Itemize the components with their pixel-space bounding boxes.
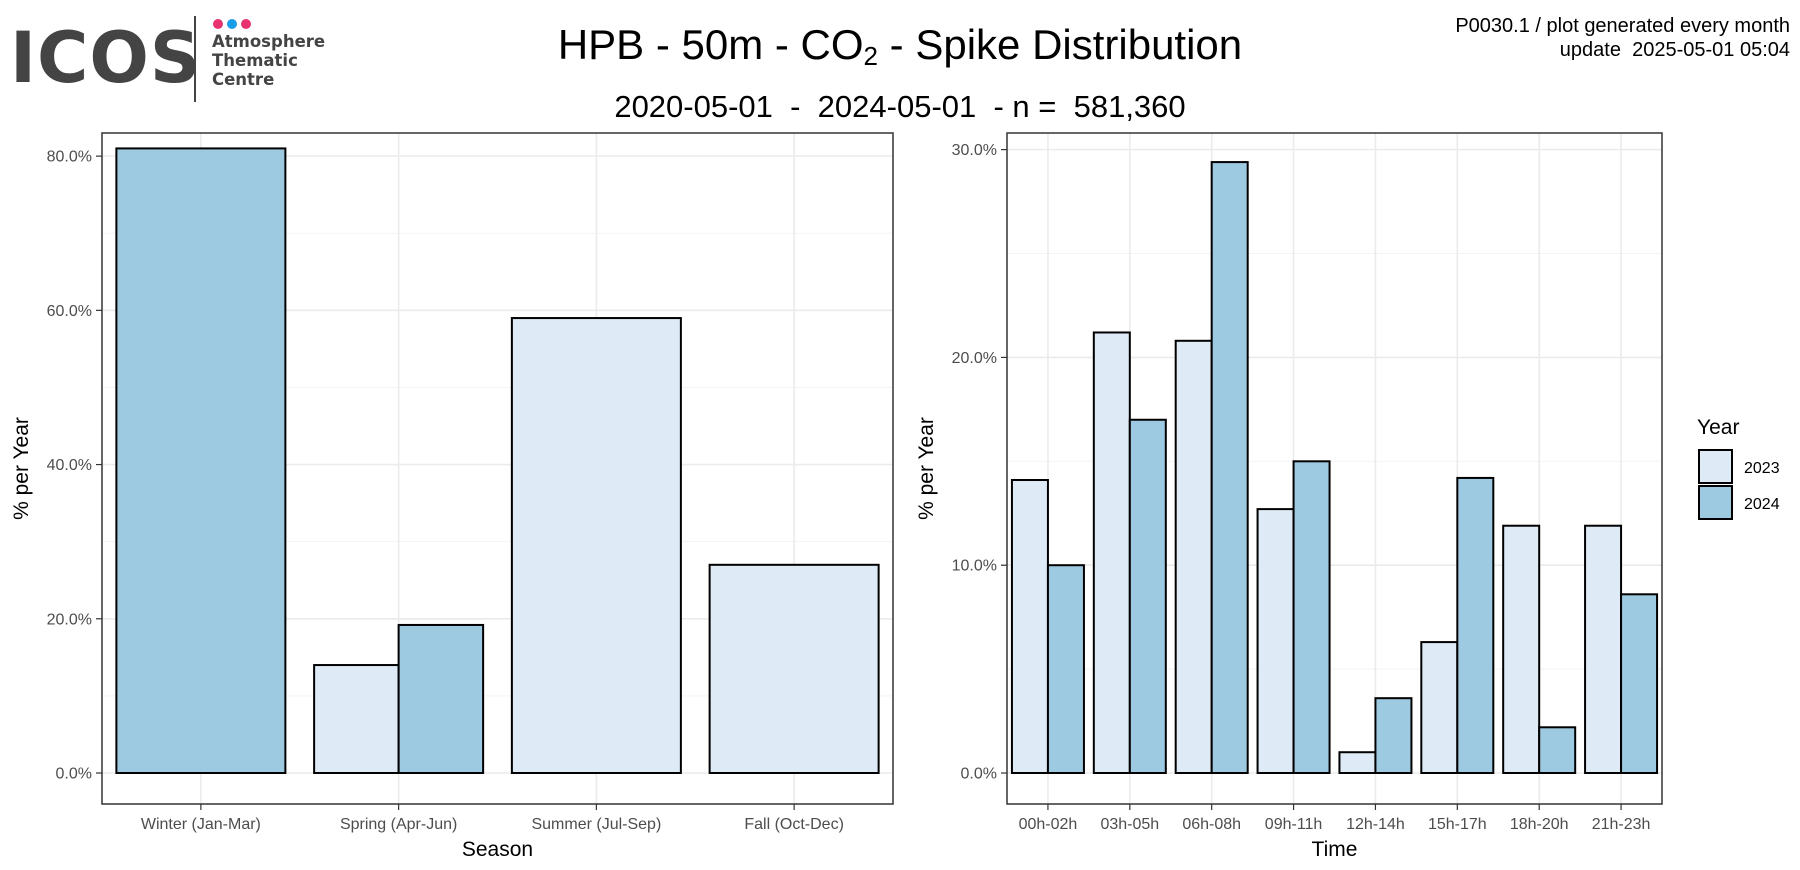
logo-dots [213, 16, 255, 34]
y-tick-label: 0.0% [56, 766, 92, 783]
bar-2024 [1128, 418, 1167, 774]
legend-label-2024: 2024 [1744, 496, 1780, 513]
legend: Year 2023 2024 [1697, 416, 1780, 520]
time-chart: 0.0% 10.0% 20.0% 30.0% 00h-02h 03h-05h 06h-08h… [915, 132, 1663, 861]
y-axis-title: % per Year [915, 417, 938, 520]
logo-line-1: Atmosphere [212, 32, 326, 51]
bar-2023 [313, 664, 400, 775]
title-suffix: - Spike Distribution [878, 21, 1243, 68]
logo-divider [194, 16, 196, 102]
bar-2024 [1620, 593, 1659, 774]
bar-2023 [1502, 524, 1541, 775]
bar-2024 [1374, 697, 1413, 775]
panel-border [101, 132, 894, 805]
legend-swatch-2024 [1698, 485, 1733, 520]
x-tick-label: 00h-02h [1019, 816, 1078, 833]
page-subtitle: 2020-05-01 - 2024-05-01 - n = 581,360 [614, 89, 1186, 124]
y-tick-label: 10.0% [952, 558, 997, 575]
x-tick-label: 09h-11h [1265, 816, 1323, 833]
bar-2024 [1292, 460, 1331, 774]
meta-line-2: update 2025-05-01 05:04 [1559, 39, 1790, 61]
bar-2024 [1210, 161, 1249, 775]
bar-2024 [397, 623, 485, 774]
title-main: HPB - 50m - CO [557, 21, 864, 68]
logo-line-2: Thematic [212, 51, 298, 70]
x-tick-label: 21h-23h [1592, 816, 1651, 833]
bar-2023 [1420, 641, 1459, 774]
logo-line-3: Centre [212, 70, 275, 89]
bar-2023 [1092, 331, 1131, 774]
y-axis-title: % per Year [10, 417, 33, 520]
logo-subtitle: Atmosphere Thematic Centre [212, 32, 325, 89]
legend-label-2023: 2023 [1744, 460, 1780, 477]
x-tick-label: 06h-08h [1182, 816, 1241, 833]
bar-2023 [510, 317, 682, 774]
legend-swatch-2023 [1698, 449, 1733, 484]
bar-2024 [115, 147, 287, 774]
logo-dot-3 [241, 19, 251, 29]
x-tick-label: 12h-14h [1346, 816, 1405, 833]
bar-2023 [1010, 479, 1049, 774]
x-tick-label: Summer (Jul-Sep) [531, 816, 661, 833]
bar-2023 [1584, 524, 1623, 775]
bar-2024 [1456, 476, 1495, 774]
x-tick-label: Spring (Apr-Jun) [340, 816, 457, 833]
y-tick-label: 20.0% [47, 611, 92, 628]
page-title: HPB - 50m - CO2 - Spike Distribution [0, 20, 1800, 70]
y-tick-label: 20.0% [952, 350, 997, 367]
x-tick-label: Fall (Oct-Dec) [744, 816, 844, 833]
x-axis-title: Season [462, 838, 533, 861]
y-tick-label: 80.0% [47, 149, 92, 166]
season-chart: 0.0% 20.0% 40.0% 60.0% 80.0% Winter (Jan-Mar)… [10, 132, 894, 861]
bar-2023 [708, 563, 880, 775]
x-tick-label: Winter (Jan-Mar) [141, 816, 261, 833]
logo-dot-1 [213, 19, 223, 29]
panel-border [1006, 132, 1663, 805]
bar-2023 [1338, 751, 1377, 774]
y-tick-label: 0.0% [961, 766, 997, 783]
x-axis-title: Time [1312, 838, 1358, 861]
bar-2023 [1174, 339, 1213, 774]
logo-wordmark: ICOS [10, 17, 202, 99]
title-subscript: 2 [863, 41, 879, 71]
bar-2024 [1046, 564, 1085, 774]
icos-logo: ICOS Atmosphere Thematic Centre [10, 14, 330, 106]
x-tick-label: 15h-17h [1428, 816, 1487, 833]
y-tick-label: 40.0% [47, 457, 92, 474]
bar-2023 [1256, 508, 1295, 774]
meta-line-1: P0030.1 / plot generated every month [1455, 15, 1790, 37]
y-tick-label: 30.0% [952, 142, 997, 159]
bar-2024 [1538, 726, 1577, 774]
x-tick-label: 03h-05h [1100, 816, 1159, 833]
plot-meta: P0030.1 / plot generated every month upda… [1455, 14, 1790, 62]
x-tick-label: 18h-20h [1510, 816, 1569, 833]
logo-dot-2 [227, 19, 237, 29]
y-tick-label: 60.0% [47, 303, 92, 320]
legend-title: Year [1697, 416, 1739, 439]
